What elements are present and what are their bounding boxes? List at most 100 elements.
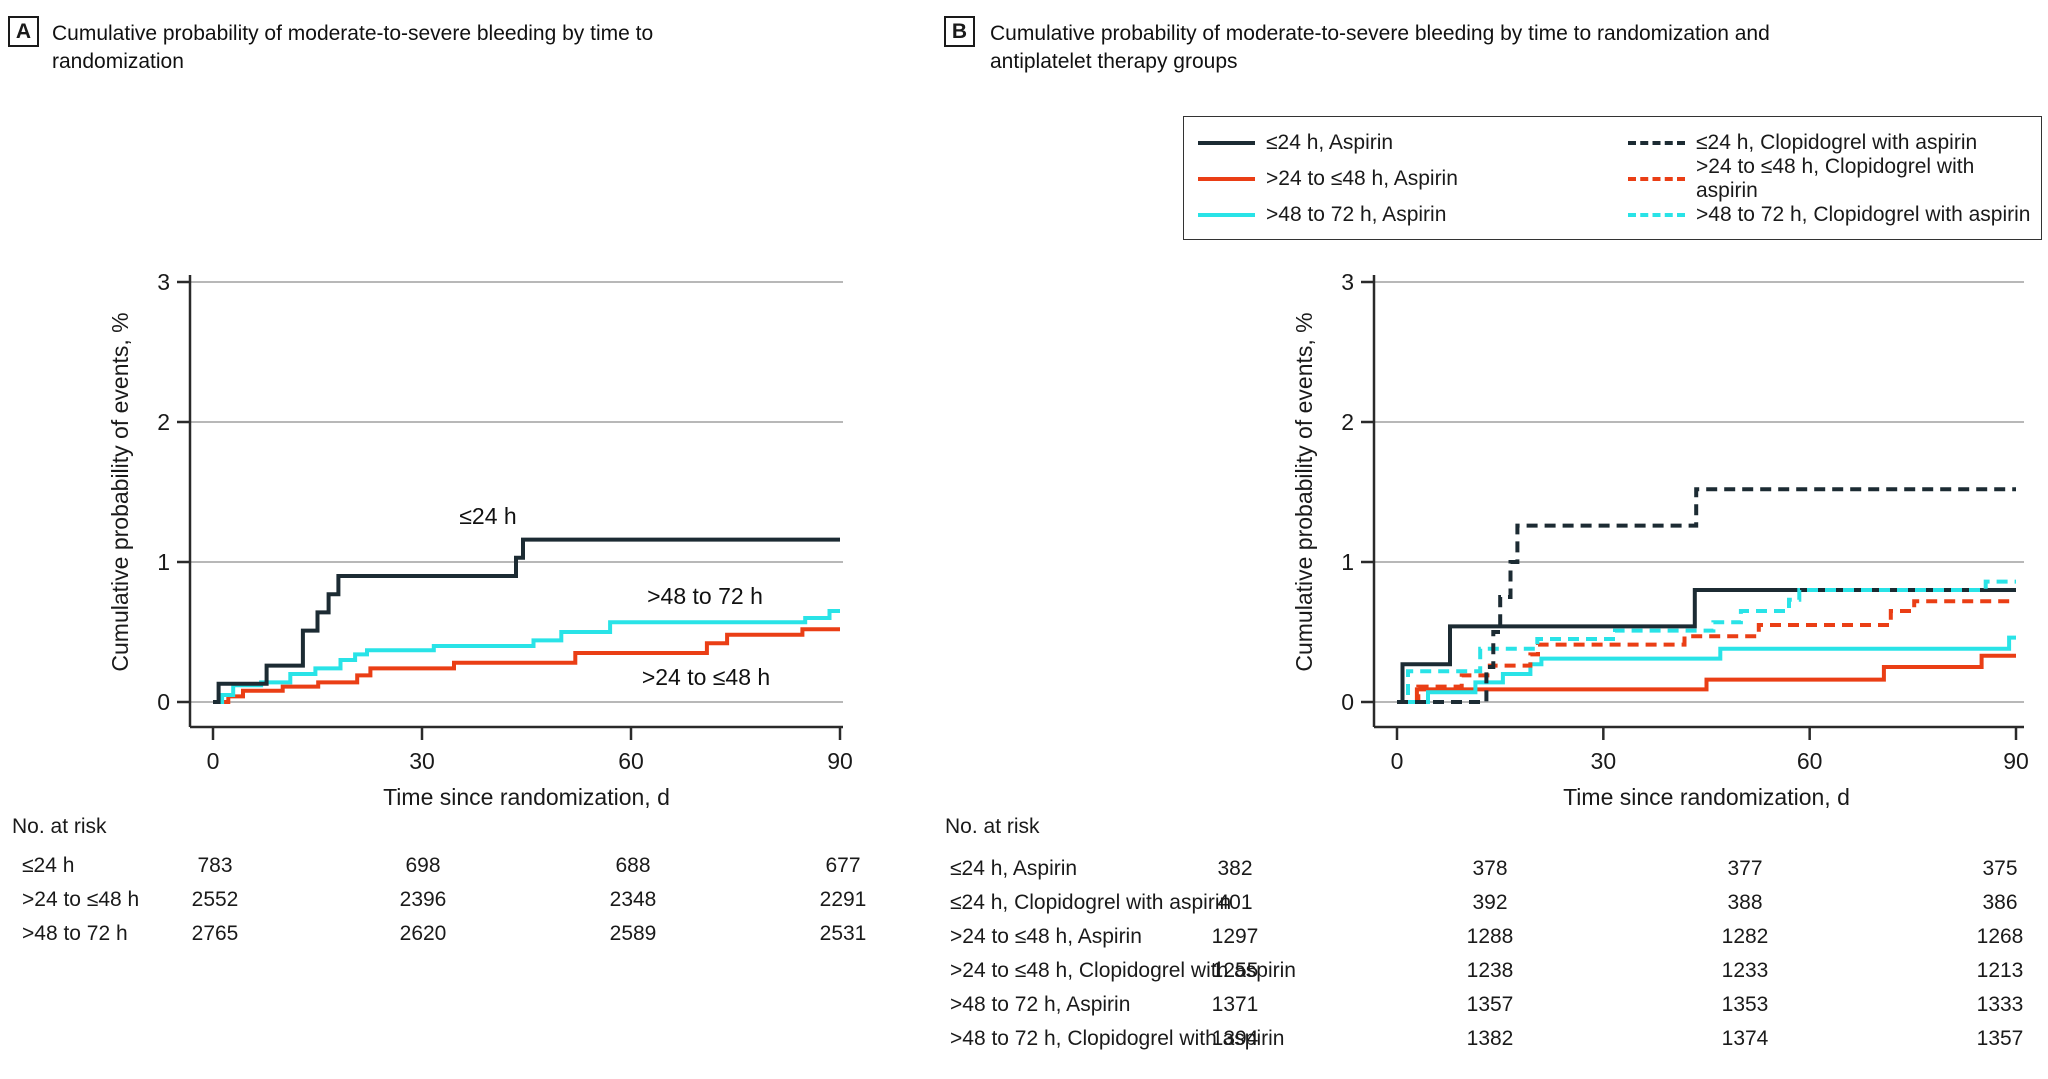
panel-b-y-tick-label: 1 [1341, 549, 1354, 575]
risk-row-label: >24 to ≤48 h [22, 888, 140, 911]
panel-b-x-tick-label: 90 [2003, 748, 2029, 774]
legend-box: ≤24 h, Aspirin >24 to ≤48 h, Aspirin >48 t… [1183, 116, 2042, 240]
risk-row-24-h-aspirin: ≤24 h, Aspirin 382 378 377 375 [0, 852, 2048, 886]
risk-row-label: >48 to 72 h, Aspirin [950, 993, 1131, 1016]
panel-a-x-tick-label: 90 [827, 748, 853, 774]
risk-count: 2291 [819, 888, 867, 911]
risk-count: 1371 [1211, 993, 1259, 1016]
risk-count: 698 [405, 854, 441, 877]
curve-label-le24h: ≤24 h [459, 503, 517, 529]
panel-b-curve-24-to-48-h-aspirin [1397, 653, 2016, 704]
risk-count: 1233 [1721, 959, 1769, 982]
legend-entry-24-to-48-h-aspirin: >24 to ≤48 h, Aspirin [1198, 161, 1628, 197]
risk-count: 1297 [1211, 925, 1259, 948]
legend-label: ≤24 h, Clopidogrel with aspirin [1696, 131, 1978, 154]
risk-count: 1333 [1976, 993, 2024, 1016]
risk-row-label: ≤24 h, Aspirin [950, 857, 1078, 880]
legend-label: >48 to 72 h, Clopidogrel with aspirin [1696, 203, 2031, 226]
risk-row-label: >24 to ≤48 h, Aspirin [950, 925, 1142, 948]
risk-row-label: >48 to 72 h, Clopidogrel with aspirin [950, 1027, 1285, 1050]
legend-label: ≤24 h, Aspirin [1266, 131, 1394, 154]
risk-count: 1282 [1721, 925, 1769, 948]
risk-count: 1382 [1466, 1027, 1514, 1050]
panel-b-curve-48-to-72-h-clopidogrel-with-aspirin [1397, 579, 2016, 704]
panel-a-y-axis-title: Cumulative probability of events, % [107, 312, 133, 671]
risk-row-48-to-72-h: >48 to 72 h 2765 2620 2589 2531 [0, 917, 2048, 951]
risk-count: 377 [1727, 857, 1763, 880]
risk-count: 688 [615, 854, 651, 877]
risk-count: 2552 [191, 888, 239, 911]
panel-b-y-axis-title: Cumulative probability of events, % [1291, 312, 1317, 671]
dashed-line-swatch-icon [1628, 213, 1685, 217]
panel-a-y-tick-label: 2 [157, 409, 170, 435]
solid-line-swatch-icon [1198, 141, 1255, 145]
panel-b-curve-24-to-48-h-clopidogrel-with-aspirin [1397, 599, 2016, 704]
risk-count: 1357 [1466, 993, 1514, 1016]
risk-count: 1357 [1976, 1027, 2024, 1050]
panel-b-tag: B [944, 16, 975, 47]
panel-b-x-tick-label: 0 [1391, 748, 1404, 774]
panel-a-x-tick-label: 30 [409, 748, 435, 774]
panel-a-y-tick-label: 3 [157, 269, 170, 295]
dashed-line-swatch-icon [1628, 141, 1685, 145]
risk-count: 2620 [399, 922, 447, 945]
risk-count: 382 [1217, 857, 1253, 880]
risk-row-label: ≤24 h, Clopidogrel with aspirin [950, 891, 1232, 914]
risk-count: 1268 [1976, 925, 2024, 948]
panel-a-curve-24-h [213, 537, 840, 704]
risk-row-24-h-clopidogrel-with-aspirin: ≤24 h, Clopidogrel with aspirin 401 392 388… [0, 886, 2048, 920]
risk-row-24-to-48-h-clopidogrel-with-aspirin: >24 to ≤48 h, Clopidogrel with aspirin 12… [0, 954, 2048, 988]
risk-count: 2765 [191, 922, 239, 945]
risk-row-48-to-72-h-aspirin: >48 to 72 h, Aspirin 1371 1357 1353 1333 [0, 988, 2048, 1022]
risk-count: 2396 [399, 888, 447, 911]
panel-b-title: Cumulative probability of moderate-to-se… [990, 22, 1770, 73]
legend-label: >48 to 72 h, Aspirin [1266, 203, 1447, 226]
legend-label: >24 to ≤48 h, Aspirin [1266, 167, 1458, 190]
risk-count: 1394 [1211, 1027, 1259, 1050]
legend-entry-24-h-clopidogrel-with-aspirin: ≤24 h, Clopidogrel with aspirin [1628, 125, 2041, 161]
risk-table-b-title: No. at risk [945, 815, 1040, 838]
risk-count: 2348 [609, 888, 657, 911]
risk-count: 2589 [609, 922, 657, 945]
solid-line-swatch-icon [1198, 213, 1255, 217]
legend-entry-24-to-48-h-clopidogrel-with-aspirin: >24 to ≤48 h, Clopidogrel with aspirin [1628, 155, 2041, 202]
panel-a-y-tick-label: 1 [157, 549, 170, 575]
panel-a-x-tick-label: 60 [618, 748, 644, 774]
risk-count: 783 [197, 854, 233, 877]
risk-count: 677 [825, 854, 861, 877]
risk-row-48-to-72-h-clopidogrel-with-aspirin: >48 to 72 h, Clopidogrel with aspirin 139… [0, 1022, 2048, 1056]
risk-count: 375 [1982, 857, 2018, 880]
panel-b-curve-24-h-aspirin [1397, 588, 2016, 704]
panel-a-y-tick-label: 0 [157, 689, 170, 715]
risk-count: 1238 [1466, 959, 1514, 982]
risk-count: 392 [1472, 891, 1508, 914]
legend-entry-24-h-aspirin: ≤24 h, Aspirin [1198, 125, 1628, 161]
dashed-line-swatch-icon [1628, 177, 1685, 181]
risk-count: 378 [1472, 857, 1508, 880]
panel-b-curve-24-h-clopidogrel-with-aspirin [1397, 487, 2016, 704]
curve-label-48to72h: >48 to 72 h [647, 583, 763, 609]
curve-label-24to48h: >24 to ≤48 h [641, 664, 771, 690]
legend-grid: ≤24 h, Aspirin >24 to ≤48 h, Aspirin >48 t… [1184, 117, 2041, 233]
risk-count: 386 [1982, 891, 2018, 914]
risk-row-label: >48 to 72 h [22, 922, 128, 945]
solid-line-swatch-icon [1198, 177, 1255, 181]
panel-b-x-axis-title: Time since randomization, d [1563, 784, 1850, 810]
risk-count: 2531 [819, 922, 867, 945]
risk-count: 1353 [1721, 993, 1769, 1016]
risk-row-24-to-48-h: >24 to ≤48 h 2552 2396 2348 2291 [0, 883, 2048, 917]
panel-a-curve-24-to-48-h [213, 627, 840, 704]
risk-count: 388 [1727, 891, 1763, 914]
risk-count: 1255 [1211, 959, 1259, 982]
panel-a-x-axis-title: Time since randomization, d [383, 784, 670, 810]
panel-b-y-tick-label: 0 [1341, 689, 1354, 715]
panel-b-x-tick-label: 30 [1591, 748, 1617, 774]
risk-count: 1213 [1976, 959, 2024, 982]
risk-row-24-h: ≤24 h 783 698 688 677 [0, 849, 2048, 883]
panel-a-tag: A [8, 16, 39, 47]
panel-a-title: Cumulative probability of moderate-to-se… [52, 22, 654, 73]
panel-a-x-tick-label: 0 [207, 748, 220, 774]
risk-count: 401 [1217, 891, 1253, 914]
risk-row-24-to-48-h-aspirin: >24 to ≤48 h, Aspirin 1297 1288 1282 1268 [0, 920, 2048, 954]
